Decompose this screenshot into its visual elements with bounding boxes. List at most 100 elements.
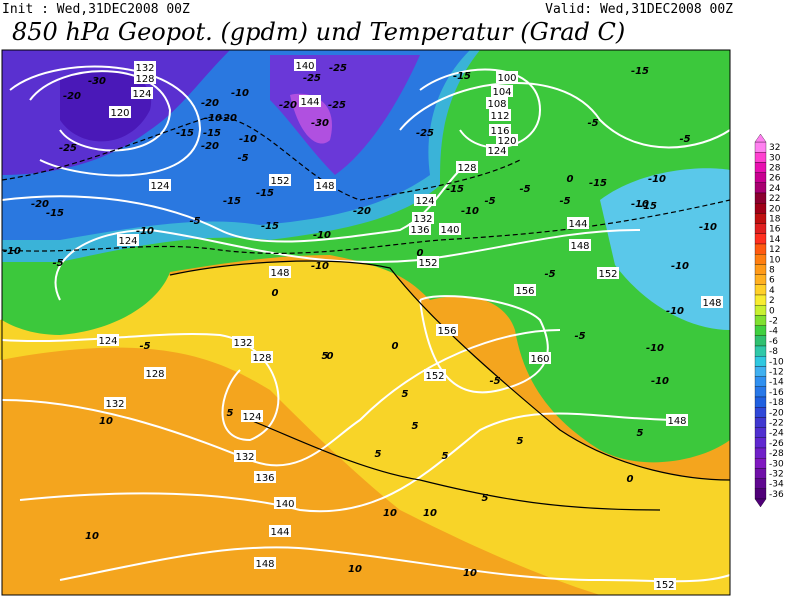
colorbar-swatch — [754, 254, 767, 265]
label-box — [567, 217, 589, 229]
colorbar-label: -8 — [769, 347, 778, 357]
colorbar-swatch — [754, 315, 767, 326]
geopotential-label: 156 — [437, 326, 456, 337]
geopotential-label: 116 — [490, 126, 509, 137]
colorbar-label: -10 — [769, 357, 784, 367]
colorbar-swatch — [754, 488, 767, 500]
colorbar-swatch — [754, 458, 767, 469]
label-box — [701, 296, 723, 308]
temperature-label: -15 — [639, 201, 657, 212]
geopotential-label: 136 — [255, 473, 274, 484]
temperature-label: -15 — [446, 184, 464, 195]
label-box — [489, 124, 511, 136]
temperature-label: -10 — [631, 199, 649, 210]
colorbar-swatch — [754, 376, 767, 387]
label-box — [134, 61, 156, 73]
temperature-label: -15 — [203, 128, 221, 139]
temperature-label: -25 — [416, 128, 434, 139]
temperature-label: -10 — [311, 261, 329, 272]
geopotential-label: 144 — [300, 97, 319, 108]
label-box — [597, 267, 619, 279]
temperature-label: -10 — [671, 261, 689, 272]
temperature-label: -15 — [453, 71, 471, 82]
colorbar-label: 4 — [769, 286, 775, 296]
temperature-label: -10 — [136, 226, 154, 237]
valid-time: Valid: Wed,31DEC2008 00Z — [545, 2, 733, 17]
colorbar-label: 10 — [769, 255, 781, 265]
label-box — [569, 239, 591, 251]
geopotential-label: 112 — [490, 111, 509, 122]
colorbar-label: -34 — [769, 480, 784, 490]
temperature-label: -10 — [231, 88, 249, 99]
temperature-label: -25 — [329, 63, 347, 74]
temperature-label: 5 — [227, 408, 234, 419]
label-box — [269, 174, 291, 186]
colorbar-cap-top — [754, 133, 767, 143]
temperature-label: -10 — [313, 230, 331, 241]
colorbar-swatch — [754, 468, 767, 479]
temperature-label: -10 — [461, 206, 479, 217]
label-box — [514, 284, 536, 296]
map-frame — [1, 49, 731, 596]
temperature-label: -10 — [646, 343, 664, 354]
temperature-label: -10 — [3, 246, 21, 257]
lightblue-field — [600, 168, 730, 330]
colorbar-label: 8 — [769, 266, 775, 276]
temperature-label: -5 — [139, 341, 150, 352]
temperature-label: 0 — [272, 288, 279, 299]
geopotential-label: 100 — [497, 73, 516, 84]
temperature-label: -10 — [204, 113, 222, 124]
geopotential-label: 124 — [132, 89, 151, 100]
temperature-label: 5 — [412, 421, 419, 432]
geopotential-label: 124 — [150, 181, 169, 192]
colorbar-swatch — [754, 356, 767, 367]
geopotential-label: 152 — [598, 269, 617, 280]
colorbar-swatch — [754, 192, 767, 204]
colorbar-swatch — [754, 335, 767, 347]
label-box — [251, 351, 273, 363]
label-box — [131, 87, 153, 99]
temperature-label: -15 — [256, 188, 274, 199]
temperature-label: -25 — [303, 73, 321, 84]
init-time: Init : Wed,31DEC2008 00Z — [2, 2, 190, 17]
label-box — [417, 256, 439, 268]
label-box — [489, 109, 511, 121]
temperature-label: -15 — [631, 66, 649, 77]
label-box — [299, 95, 321, 107]
colorbar-label: 24 — [769, 184, 781, 194]
colorbar-swatch — [754, 437, 767, 449]
geopotential-label: 152 — [425, 371, 444, 382]
label-box — [274, 497, 296, 509]
colorbar-label: 26 — [769, 174, 781, 184]
label-box — [486, 144, 508, 156]
temperature-label: 10 — [423, 508, 437, 519]
colorbar-swatch — [754, 233, 767, 245]
temperature-label: -15 — [261, 221, 279, 232]
label-box — [117, 234, 139, 246]
label-box — [436, 324, 458, 336]
colorbar-label: 22 — [769, 194, 780, 204]
label-box — [439, 223, 461, 235]
temperature-label: 0 — [417, 248, 424, 259]
geopotential-label: 124 — [487, 146, 506, 157]
temperature-label: -5 — [189, 216, 200, 227]
temperature-label: -5 — [559, 196, 570, 207]
colorbar-swatch — [754, 141, 767, 153]
colorbar-swatch — [754, 294, 767, 306]
contour — [29, 70, 172, 152]
colorbar-swatch — [754, 427, 767, 438]
colorbar-label: 28 — [769, 164, 781, 174]
map-title: 850 hPa Geopot. (gpdm) und Temperatur (G… — [12, 18, 625, 46]
label-box — [269, 266, 291, 278]
colorbar-label: 20 — [769, 204, 781, 214]
isotherms — [1, 116, 731, 511]
geopotential-label: 148 — [270, 268, 289, 279]
label-box — [294, 59, 316, 71]
contour — [1, 329, 561, 467]
contour — [54, 228, 641, 301]
colorbar-label: 0 — [769, 306, 775, 316]
label-box — [234, 450, 256, 462]
colorbar-label: -4 — [769, 327, 778, 337]
geopotential-label: 120 — [497, 136, 516, 147]
